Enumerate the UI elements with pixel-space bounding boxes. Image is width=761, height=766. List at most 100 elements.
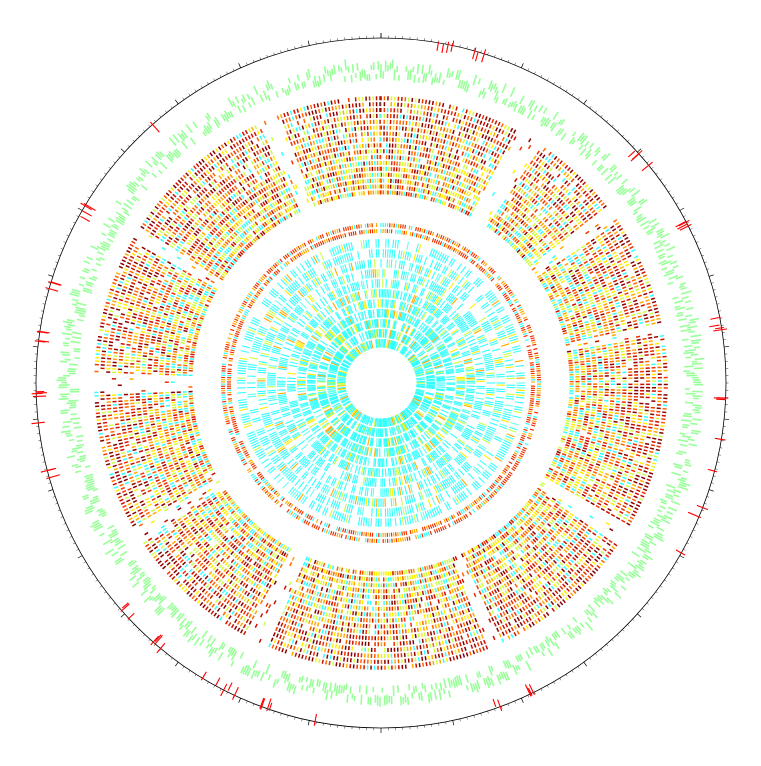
scale-tick: [565, 674, 568, 677]
heatmap-cell: [572, 349, 577, 352]
gene-block: [281, 87, 285, 94]
scale-tick: [642, 155, 645, 158]
heatmap-cell: [328, 166, 331, 172]
gene-block: [206, 112, 212, 120]
gene-block: [548, 637, 556, 647]
scale-tick: [48, 489, 53, 492]
heatmap-cell: [172, 437, 177, 441]
heatmap-cell: [475, 545, 479, 550]
heatmap-cell: [608, 319, 613, 323]
heatmap-cell: [447, 202, 451, 208]
scale-tick: [668, 190, 671, 193]
gene-block: [481, 87, 486, 95]
scale-tick: [514, 700, 516, 704]
gene-block: [82, 269, 89, 274]
scale-tick: [595, 653, 598, 656]
gene-block: [490, 665, 494, 672]
gene-block: [241, 94, 247, 103]
gene-block: [72, 446, 83, 451]
heatmap-cell: [458, 201, 462, 206]
heatmap-cell: [562, 332, 568, 335]
gene-block: [521, 107, 527, 116]
heatmap-cell: [541, 282, 547, 286]
gene-block: [115, 200, 122, 206]
heatmap-cell: [436, 605, 439, 610]
gene-block: [148, 596, 154, 602]
heatmap-cell: [588, 427, 593, 430]
heatmap-cell: [435, 563, 438, 568]
heatmap-cell: [163, 429, 169, 432]
scale-tick: [104, 172, 107, 175]
heatmap-cell: [609, 440, 614, 443]
heatmap-cell: [602, 352, 608, 355]
heatmap-cell: [454, 205, 458, 210]
heatmap-cell: [601, 418, 607, 421]
gene-block: [507, 102, 512, 108]
gene-block: [264, 663, 271, 675]
heatmap-cell: [558, 446, 563, 450]
heatmap-cell: [322, 611, 326, 616]
gene-block: [433, 73, 437, 83]
heatmap-cell: [569, 430, 574, 433]
heatmap-cell: [244, 516, 249, 521]
heatmap-cell: [570, 339, 576, 343]
heatmap-cell: [590, 441, 596, 444]
heatmap-cell: [585, 439, 590, 443]
feature-marker: [641, 161, 653, 172]
gene-block: [456, 675, 460, 686]
heatmap-cell: [173, 414, 178, 417]
heatmap-cell: [586, 328, 591, 331]
gene-block: [594, 146, 601, 153]
heatmap-cell: [578, 348, 583, 351]
gene-block: [501, 98, 506, 105]
heatmap-cell: [353, 575, 357, 580]
gene-block: [653, 535, 664, 543]
heatmap-cell: [172, 409, 177, 412]
heatmap-cell: [503, 525, 508, 530]
gene-block: [115, 219, 124, 226]
heatmap-cell: [418, 585, 421, 590]
heatmap-cell: [161, 349, 166, 352]
gene-block: [267, 95, 271, 102]
heatmap-cell: [166, 325, 171, 328]
heatmap-cell: [426, 577, 430, 583]
heatmap-cell: [331, 154, 334, 159]
scale-tick: [48, 274, 53, 277]
gene-block: [140, 172, 147, 178]
heatmap-cell: [464, 210, 468, 215]
heatmap-cell: [221, 273, 226, 277]
heatmap-cell: [184, 409, 189, 413]
heatmap-cell: [336, 614, 340, 619]
heatmap-cell: [180, 341, 185, 345]
gene-block: [92, 275, 98, 280]
heatmap-cell: [424, 590, 427, 595]
gene-block: [65, 328, 72, 331]
gene-block: [668, 275, 679, 280]
heatmap-cell: [519, 252, 524, 257]
feature-marker: [450, 43, 454, 52]
feature-marker: [713, 328, 728, 332]
heatmap-cell: [149, 415, 154, 418]
gene-block: [659, 239, 667, 245]
heatmap-cell: [544, 275, 549, 279]
heatmap-cell: [172, 353, 177, 356]
gene-block: [404, 693, 407, 703]
heatmap-cell: [329, 583, 333, 588]
gene-block: [259, 671, 265, 682]
heatmap-cell: [579, 325, 584, 328]
heatmap-cell: [609, 437, 615, 441]
heatmap-cell: [433, 575, 437, 581]
heatmap-cell: [408, 569, 411, 574]
heatmap-cell: [154, 439, 159, 443]
heatmap-cell: [407, 581, 410, 586]
gene-block: [499, 671, 505, 680]
heatmap-cell: [426, 147, 429, 152]
heatmap-cell: [228, 263, 233, 268]
gene-block: [104, 548, 115, 556]
heatmap-cell: [610, 434, 615, 438]
heatmap-cell: [422, 164, 425, 170]
scale-tick: [716, 461, 720, 463]
heatmap-cell: [445, 195, 449, 201]
heatmap-cell: [156, 339, 162, 343]
gene-block: [280, 670, 285, 678]
